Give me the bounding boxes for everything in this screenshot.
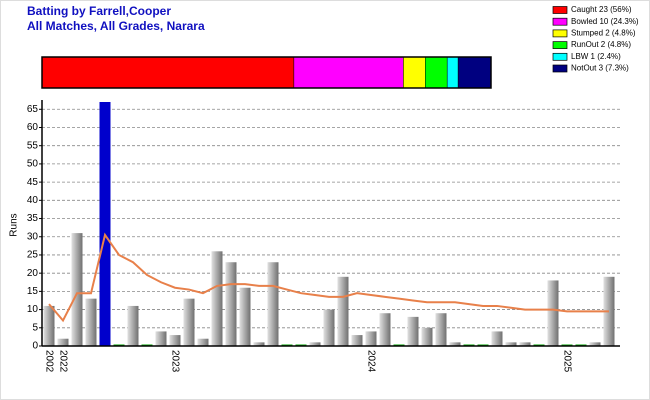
bar <box>407 316 419 346</box>
x-tick-label: 2025 <box>561 350 572 373</box>
bar <box>491 331 503 346</box>
legend-label: RunOut 2 (4.8%) <box>571 40 631 49</box>
legend-swatch <box>552 64 568 73</box>
chart-title: Batting by Farrell,Cooper <box>27 4 171 18</box>
bar <box>379 313 391 346</box>
bar <box>183 298 195 346</box>
average-line <box>48 232 609 323</box>
legend-swatch <box>552 6 568 14</box>
bar <box>365 331 377 346</box>
bar <box>351 335 363 346</box>
bar <box>435 313 447 346</box>
legend-swatch <box>552 52 568 61</box>
x-tick-label: 2024 <box>365 350 376 373</box>
dismissal-segment <box>293 56 404 89</box>
bar <box>323 309 335 346</box>
y-axis-label: Runs <box>9 213 20 236</box>
bar <box>505 342 517 346</box>
y-tick-label: 5 <box>32 322 38 333</box>
legend-label: Caught 23 (56%) <box>571 5 632 14</box>
y-tick-label: 45 <box>27 177 39 188</box>
bar <box>71 233 83 346</box>
bar <box>197 338 209 346</box>
bar <box>85 298 97 346</box>
bar <box>519 342 531 346</box>
bar <box>309 342 321 346</box>
y-tick-label: 0 <box>32 341 38 352</box>
y-tick-label: 65 <box>27 104 39 115</box>
y-tick-label: 60 <box>27 122 39 133</box>
y-tick-label: 40 <box>27 195 39 206</box>
bar <box>421 327 433 346</box>
dismissal-segment <box>41 56 295 89</box>
bar <box>169 335 181 346</box>
y-tick-label: 15 <box>27 286 39 297</box>
chart-subtitle: All Matches, All Grades, Narara <box>27 19 205 33</box>
bar <box>43 305 55 346</box>
x-tick-label: 2002 <box>43 350 54 373</box>
dismissal-frame <box>41 56 492 89</box>
y-tick-label: 35 <box>27 213 39 224</box>
bar <box>253 342 265 346</box>
legend-swatch <box>552 29 568 38</box>
bar <box>127 305 139 346</box>
legend-label: Bowled 10 (24.3%) <box>571 17 639 26</box>
bar <box>449 342 461 346</box>
y-tick-label: 30 <box>27 231 39 242</box>
y-tick-label: 25 <box>27 250 39 261</box>
bar <box>99 102 111 346</box>
legend-label: NotOut 3 (7.3%) <box>571 64 629 73</box>
y-tick-label: 55 <box>27 140 39 151</box>
x-tick-label: 2022 <box>57 350 68 373</box>
bar <box>589 342 601 346</box>
legend-label: Stumped 2 (4.8%) <box>571 29 636 38</box>
dismissal-segment <box>425 56 448 89</box>
bar <box>225 262 237 346</box>
legend-swatch <box>552 17 568 26</box>
bar <box>211 251 223 346</box>
bar <box>267 262 279 346</box>
dismissal-segment <box>457 56 492 89</box>
bar <box>547 280 559 346</box>
legend-swatch <box>552 41 568 49</box>
bar <box>337 276 349 346</box>
y-tick-label: 50 <box>27 159 39 170</box>
bar <box>239 287 251 346</box>
x-tick-label: 2023 <box>169 350 180 373</box>
bar <box>57 338 69 346</box>
legend-label: LBW 1 (2.4%) <box>571 52 621 61</box>
dismissal-segment <box>403 56 426 89</box>
y-tick-label: 20 <box>27 268 39 279</box>
bar <box>155 331 167 346</box>
y-tick-label: 10 <box>27 304 39 315</box>
dismissal-segment <box>446 56 459 89</box>
